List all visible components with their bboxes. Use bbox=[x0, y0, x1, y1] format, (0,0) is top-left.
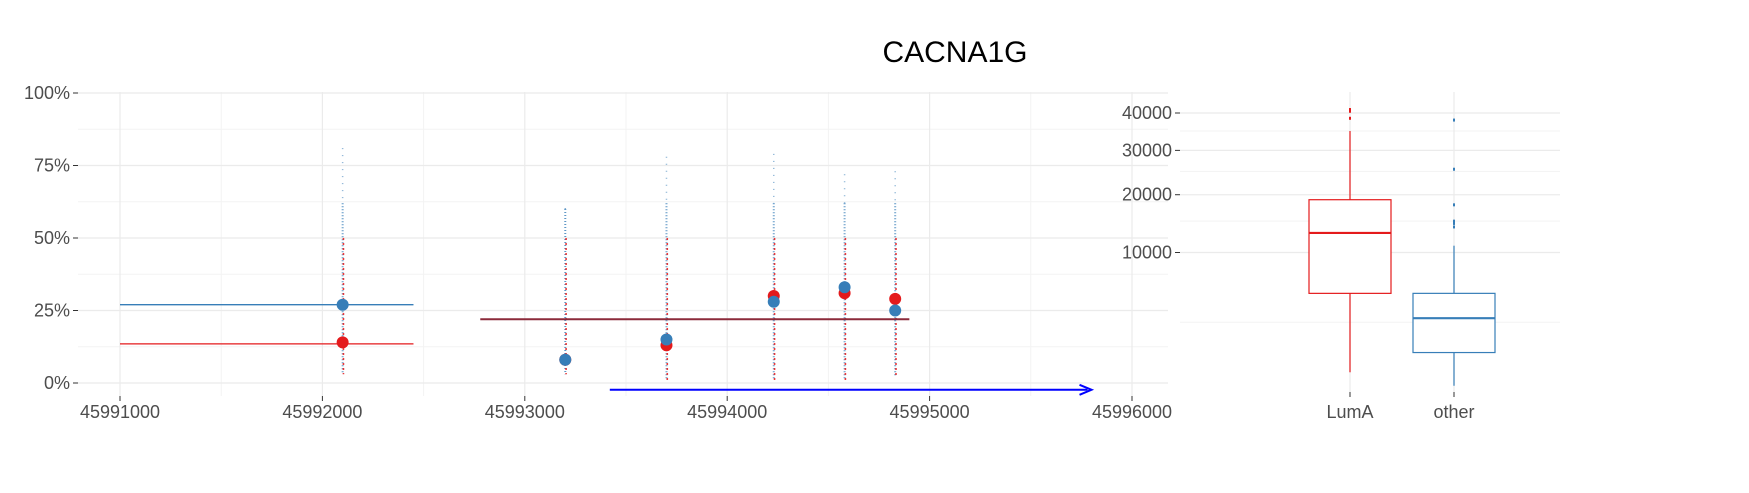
y-tick-label: 50% bbox=[34, 228, 70, 248]
box-plot-axes: 10000 20000 30000 40000 LumA other bbox=[1122, 103, 1475, 422]
outlier-point bbox=[1349, 109, 1351, 113]
y-tick-label: 25% bbox=[34, 301, 70, 321]
outlier-point bbox=[1453, 221, 1455, 225]
point-other bbox=[889, 304, 902, 317]
box-y-tick-label: 20000 bbox=[1122, 185, 1172, 205]
strand-arrow bbox=[609, 383, 1095, 396]
point-other bbox=[767, 295, 780, 308]
y-tick-label: 75% bbox=[34, 156, 70, 176]
point-luma bbox=[889, 292, 902, 305]
point-other bbox=[336, 298, 349, 311]
main-plot-spread bbox=[341, 148, 897, 381]
outlier-point bbox=[1453, 225, 1455, 229]
point-other bbox=[838, 281, 851, 294]
x-tick-label: 45992000 bbox=[282, 402, 362, 422]
outlier-point bbox=[1349, 116, 1351, 120]
box-x-tick-label: LumA bbox=[1326, 402, 1373, 422]
outlier-point bbox=[1453, 118, 1455, 122]
y-tick-label: 0% bbox=[44, 373, 70, 393]
outlier-point bbox=[1453, 203, 1455, 207]
box-y-tick-label: 10000 bbox=[1122, 243, 1172, 263]
main-plot-segments bbox=[120, 304, 910, 345]
chart-title: CACNA1G bbox=[882, 36, 1028, 69]
box-plot-marks bbox=[1308, 108, 1496, 386]
box-other bbox=[1412, 292, 1496, 354]
x-tick-label: 45991000 bbox=[80, 402, 160, 422]
x-tick-label: 45993000 bbox=[485, 402, 565, 422]
x-tick-label: 45994000 bbox=[687, 402, 767, 422]
outlier-point bbox=[1453, 219, 1455, 223]
x-tick-label: 45996000 bbox=[1092, 402, 1172, 422]
box-x-tick-label: other bbox=[1433, 402, 1474, 422]
x-tick-label: 45995000 bbox=[890, 402, 970, 422]
main-plot-points bbox=[336, 281, 902, 366]
box-y-tick-label: 40000 bbox=[1122, 103, 1172, 123]
point-luma bbox=[336, 336, 349, 349]
arrow-head bbox=[1079, 383, 1095, 396]
point-other bbox=[559, 353, 572, 366]
box-luma bbox=[1308, 199, 1392, 294]
box-y-tick-label: 30000 bbox=[1122, 140, 1172, 160]
y-tick-label: 100% bbox=[24, 83, 70, 103]
main-plot-grid bbox=[78, 92, 1168, 396]
outlier-point bbox=[1349, 108, 1351, 112]
outlier-point bbox=[1453, 167, 1455, 171]
main-plot-axes: 45991000 45992000 45993000 45994000 45995000… bbox=[24, 83, 1172, 422]
point-other bbox=[660, 333, 673, 346]
